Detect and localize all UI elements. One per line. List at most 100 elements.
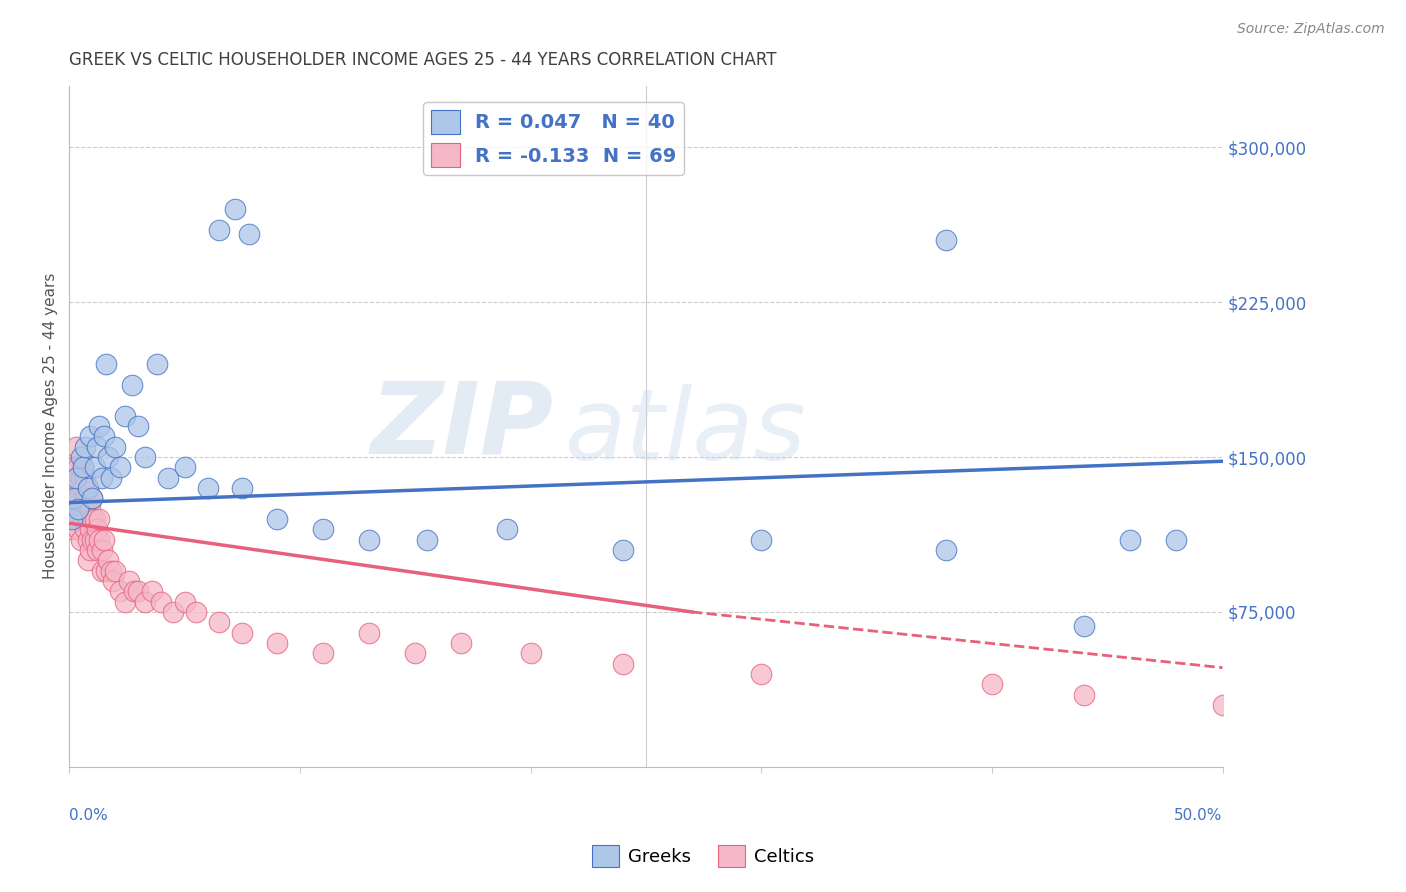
Point (312, 522, 335, 536)
Point (65, 440, 87, 454)
Point (76, 533, 98, 547)
Point (121, 377, 143, 392)
Point (86, 543, 108, 558)
Point (224, 202, 246, 217)
Point (100, 564, 122, 578)
Point (83, 460, 105, 475)
Point (63, 471, 86, 485)
Point (76, 481, 98, 495)
Y-axis label: Householder Income Ages 25 - 44 years: Householder Income Ages 25 - 44 years (44, 273, 58, 579)
Point (231, 481, 253, 495)
Point (82, 491, 104, 506)
Point (266, 636, 288, 650)
Point (69, 450, 91, 464)
Point (127, 584, 149, 599)
Point (75, 491, 97, 506)
Point (134, 594, 156, 608)
Point (94, 357, 117, 371)
Point (134, 450, 156, 464)
Point (72, 460, 94, 475)
Point (75, 440, 97, 454)
Point (67, 522, 90, 536)
Point (1212, 698, 1234, 712)
Point (86, 522, 108, 536)
Point (76, 512, 98, 526)
Point (65, 481, 87, 495)
Point (89, 419, 111, 434)
Point (146, 357, 169, 371)
Point (90, 564, 112, 578)
Point (404, 646, 426, 660)
Point (197, 481, 219, 495)
Point (63, 491, 86, 506)
Point (82, 512, 104, 526)
Point (238, 227, 260, 242)
Point (89, 533, 111, 547)
Point (312, 646, 335, 660)
Point (208, 223, 231, 237)
Point (101, 574, 124, 588)
Point (612, 543, 634, 558)
Point (60, 512, 83, 526)
Point (79, 429, 101, 443)
Point (60, 491, 83, 506)
Point (93, 533, 115, 547)
Point (231, 625, 253, 640)
Point (749, 667, 772, 681)
Point (75, 501, 97, 516)
Point (935, 543, 957, 558)
Point (104, 564, 127, 578)
Point (72, 481, 94, 495)
Point (65, 512, 87, 526)
Point (118, 574, 141, 588)
Point (79, 522, 101, 536)
Point (67, 460, 90, 475)
Point (1073, 688, 1095, 702)
Legend: Greeks, Celtics: Greeks, Celtics (585, 838, 821, 874)
Text: 50.0%: 50.0% (1174, 808, 1223, 823)
Point (749, 533, 772, 547)
Point (72, 512, 94, 526)
Point (90, 471, 112, 485)
Point (83, 533, 105, 547)
Point (450, 636, 472, 650)
Point (127, 419, 149, 434)
Point (97, 553, 120, 567)
Point (94, 564, 117, 578)
Point (100, 471, 122, 485)
Point (184, 605, 207, 619)
Point (359, 625, 381, 640)
Point (90, 543, 112, 558)
Point (266, 512, 288, 526)
Point (69, 471, 91, 485)
Point (83, 512, 105, 526)
Point (359, 533, 381, 547)
Point (496, 522, 519, 536)
Point (69, 501, 91, 516)
Point (162, 605, 184, 619)
Point (89, 512, 111, 526)
Point (173, 460, 195, 475)
Point (980, 677, 1002, 691)
Point (97, 450, 120, 464)
Point (612, 657, 634, 671)
Point (69, 533, 91, 547)
Point (67, 491, 90, 506)
Point (935, 233, 957, 247)
Text: GREEK VS CELTIC HOUSEHOLDER INCOME AGES 25 - 44 YEARS CORRELATION CHART: GREEK VS CELTIC HOUSEHOLDER INCOME AGES … (69, 51, 776, 69)
Point (122, 584, 145, 599)
Point (208, 615, 231, 630)
Point (82, 491, 104, 506)
Point (75, 471, 97, 485)
Text: atlas: atlas (565, 384, 807, 482)
Point (150, 594, 173, 608)
Point (1166, 533, 1188, 547)
Point (60, 522, 83, 536)
Point (108, 584, 131, 599)
Text: Source: ZipAtlas.com: Source: ZipAtlas.com (1237, 22, 1385, 37)
Point (114, 594, 136, 608)
Point (141, 584, 163, 599)
Point (63, 460, 86, 475)
Point (65, 471, 87, 485)
Point (79, 543, 101, 558)
